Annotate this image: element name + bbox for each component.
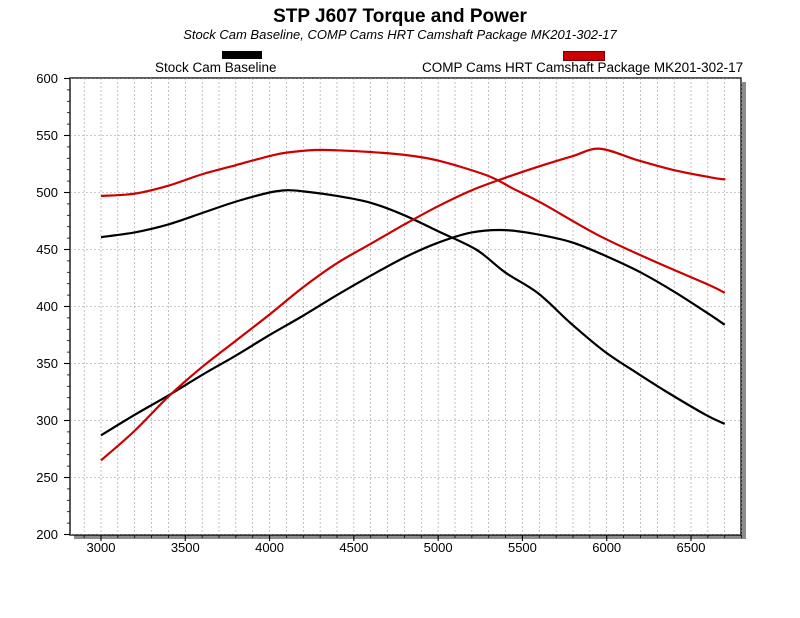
svg-text:400: 400 xyxy=(36,299,58,314)
svg-text:5000: 5000 xyxy=(424,540,453,555)
svg-text:500: 500 xyxy=(36,185,58,200)
svg-text:4500: 4500 xyxy=(339,540,368,555)
svg-text:4000: 4000 xyxy=(255,540,284,555)
svg-text:450: 450 xyxy=(36,242,58,257)
svg-text:6500: 6500 xyxy=(677,540,706,555)
svg-text:3000: 3000 xyxy=(87,540,116,555)
svg-text:5500: 5500 xyxy=(508,540,537,555)
svg-text:3500: 3500 xyxy=(171,540,200,555)
svg-text:350: 350 xyxy=(36,356,58,371)
svg-text:550: 550 xyxy=(36,128,58,143)
svg-text:300: 300 xyxy=(36,413,58,428)
svg-text:6000: 6000 xyxy=(592,540,621,555)
svg-text:200: 200 xyxy=(36,527,58,542)
svg-text:600: 600 xyxy=(36,71,58,86)
svg-text:250: 250 xyxy=(36,470,58,485)
